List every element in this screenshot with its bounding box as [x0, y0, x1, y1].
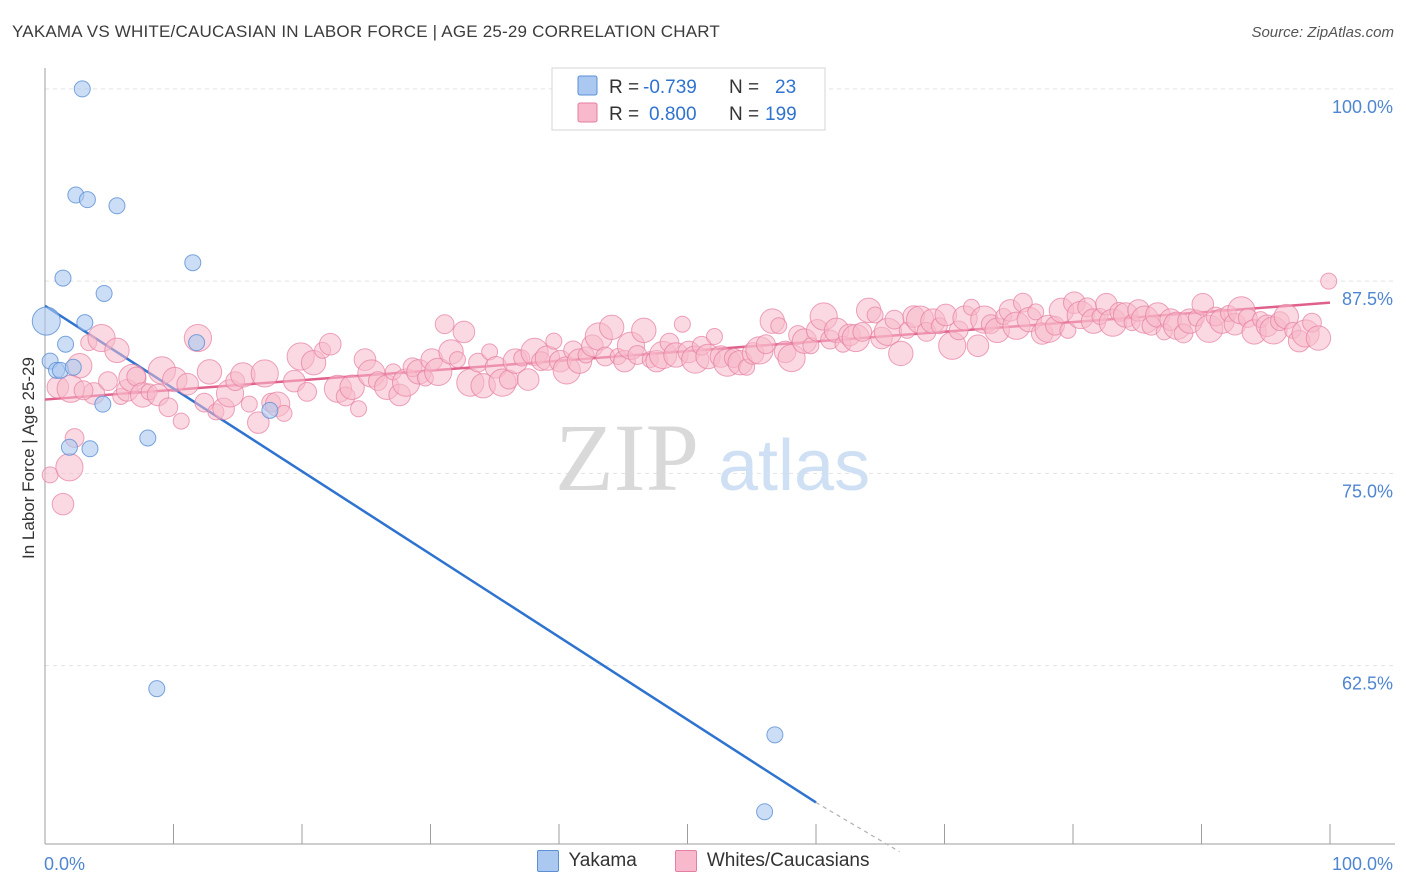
whites-point	[705, 328, 723, 346]
whites-point	[196, 359, 223, 385]
r-label: R =	[609, 104, 639, 125]
whites-point	[755, 334, 776, 355]
whites-point	[452, 320, 476, 344]
chart-title: YAKAMA VS WHITE/CAUCASIAN IN LABOR FORCE…	[12, 22, 721, 41]
whites-point	[73, 380, 94, 401]
n-label: N =	[729, 77, 759, 98]
yakama-swatch	[577, 75, 598, 96]
whites-point	[55, 453, 84, 482]
yakama-point	[54, 269, 72, 287]
data-points	[31, 80, 1338, 821]
whites-point	[516, 368, 540, 391]
whites-legend-swatch	[674, 850, 697, 872]
legend-label-yakama: Yakama	[568, 850, 637, 871]
n-value: 199	[765, 104, 797, 125]
source-credit: Source: ZipAtlas.com	[1251, 24, 1394, 41]
yakama-point	[73, 80, 91, 98]
whites-point	[966, 334, 990, 358]
whites-point	[631, 317, 657, 344]
watermark-zip: ZIP	[555, 404, 699, 511]
x-tick-label: 0.0%	[44, 854, 85, 874]
yakama-point	[766, 726, 784, 744]
whites-point	[424, 357, 453, 386]
yakama-point	[261, 401, 279, 419]
y-tick-label: 87.5%	[1342, 289, 1393, 309]
yakama-point	[188, 334, 206, 352]
yakama-point	[31, 306, 61, 336]
whites-point	[434, 314, 455, 335]
whites-point	[545, 332, 563, 350]
whites-point	[350, 400, 368, 418]
yakama-point	[139, 429, 157, 447]
whites-point	[247, 411, 270, 434]
whites-point	[1059, 321, 1077, 339]
watermark-atlas: atlas	[718, 426, 870, 506]
yakama-point	[94, 395, 112, 413]
whites-point	[275, 404, 293, 422]
whites-point	[1320, 272, 1338, 290]
whites-point	[339, 374, 365, 400]
legend-label-whites: Whites/Caucasians	[706, 850, 870, 871]
whites-point	[240, 395, 258, 413]
whites-point	[673, 315, 691, 333]
yakama-point	[81, 440, 99, 458]
whites-point	[866, 306, 884, 324]
whites-point	[852, 321, 873, 342]
y-tick-label: 62.5%	[1342, 674, 1393, 694]
whites-point	[770, 317, 788, 335]
whites-swatch	[577, 102, 598, 123]
yakama-point	[57, 335, 75, 353]
whites-point	[1305, 325, 1332, 351]
whites-point	[297, 381, 318, 402]
whites-point	[172, 412, 190, 430]
yakama-trend-extension	[815, 801, 900, 853]
stats-row-whites: R = 0.800 N = 199	[577, 102, 797, 125]
whites-point	[1191, 292, 1215, 316]
whites-point	[318, 332, 342, 356]
whites-point	[1027, 303, 1045, 321]
whites-point	[104, 337, 130, 364]
y-tick-label: 100.0%	[1332, 97, 1393, 117]
yakama-point	[95, 284, 113, 302]
stats-legend: R = -0.739 N = 23 R = 0.800 N = 199	[551, 67, 826, 131]
r-value: 0.800	[649, 104, 697, 125]
whites-point	[51, 492, 75, 516]
r-label: R =	[609, 77, 639, 98]
yakama-point	[184, 254, 202, 272]
stats-row-yakama: R = -0.739 N = 23	[577, 75, 796, 98]
yakama-point	[148, 680, 166, 698]
n-value: 23	[775, 77, 796, 98]
legend-item-whites[interactable]: Whites/Caucasians	[674, 850, 870, 872]
n-label: N =	[729, 104, 759, 125]
series-legend: Yakama Whites/Caucasians	[0, 850, 1406, 872]
watermark: ZIP atlas	[555, 404, 870, 511]
legend-item-yakama[interactable]: Yakama	[536, 850, 637, 872]
yakama-point	[108, 197, 126, 215]
yakama-point	[64, 358, 82, 376]
whites-point	[176, 372, 199, 396]
whites-point	[888, 340, 914, 367]
tick-labels: 100.0% 87.5% 75.0% 62.5% 0.0% 100.0%	[44, 97, 1393, 874]
r-value: -0.739	[643, 77, 697, 98]
yakama-point	[756, 803, 774, 821]
whites-point	[448, 351, 466, 369]
x-tick-label: 100.0%	[1332, 854, 1393, 874]
yakama-point	[78, 191, 96, 209]
whites-point	[598, 314, 625, 340]
y-axis-label: In Labor Force | Age 25-29	[19, 357, 38, 559]
whites-point	[158, 397, 179, 418]
axes	[44, 68, 1395, 845]
yakama-point	[76, 314, 94, 332]
yakama-point	[60, 438, 78, 456]
whites-point	[250, 359, 279, 388]
yakama-legend-swatch	[536, 850, 559, 872]
whites-point	[98, 371, 118, 392]
y-tick-label: 75.0%	[1342, 481, 1393, 501]
